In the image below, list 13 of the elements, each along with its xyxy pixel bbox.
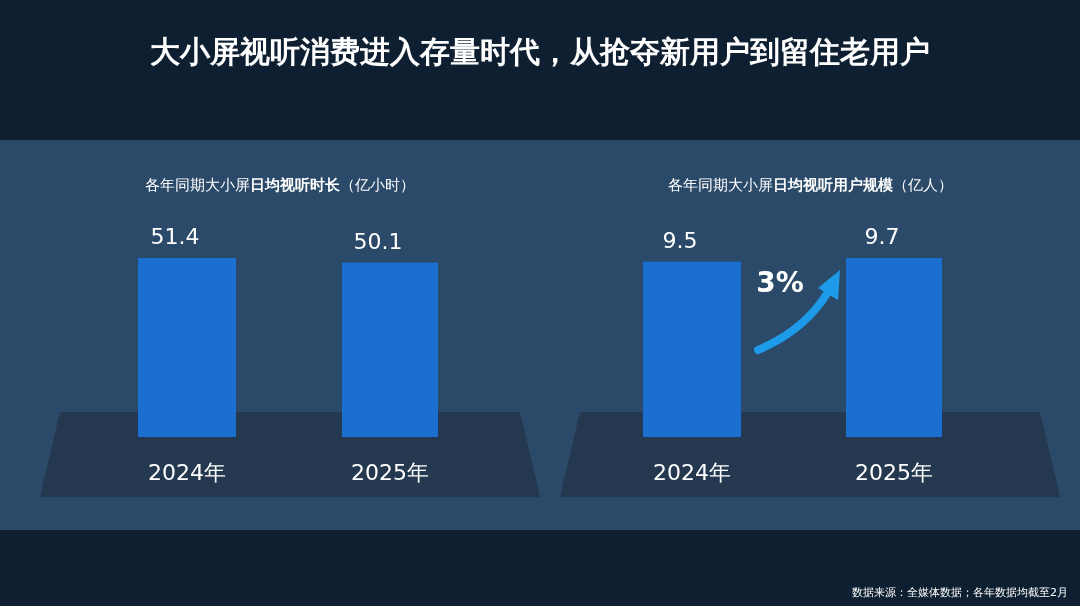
- annotation: 3%: [756, 266, 804, 299]
- data-label: 50.1: [353, 228, 403, 254]
- chart-title: 各年同期大小屏日均视听用户规模（亿人）: [667, 176, 953, 194]
- chart-subtitle: 各年同期大小屏日均视听时长（亿小时）: [145, 176, 415, 194]
- data-label: 9.7: [864, 224, 900, 249]
- x-tick-label: 2024年: [148, 460, 226, 485]
- chart-title: 大小屏视听消费进入存量时代，从抢夺新用户到留住老用户: [150, 34, 930, 69]
- x-tick-label: 2025年: [855, 460, 933, 485]
- x-tick-label: 2025年: [351, 460, 429, 485]
- data-label: 51.4: [150, 224, 200, 249]
- source-note: 数据来源：全媒体数据；各年数据均截至2月: [852, 586, 1068, 599]
- x-tick-label: 2024年: [653, 460, 731, 485]
- data-label: 9.5: [662, 227, 698, 253]
